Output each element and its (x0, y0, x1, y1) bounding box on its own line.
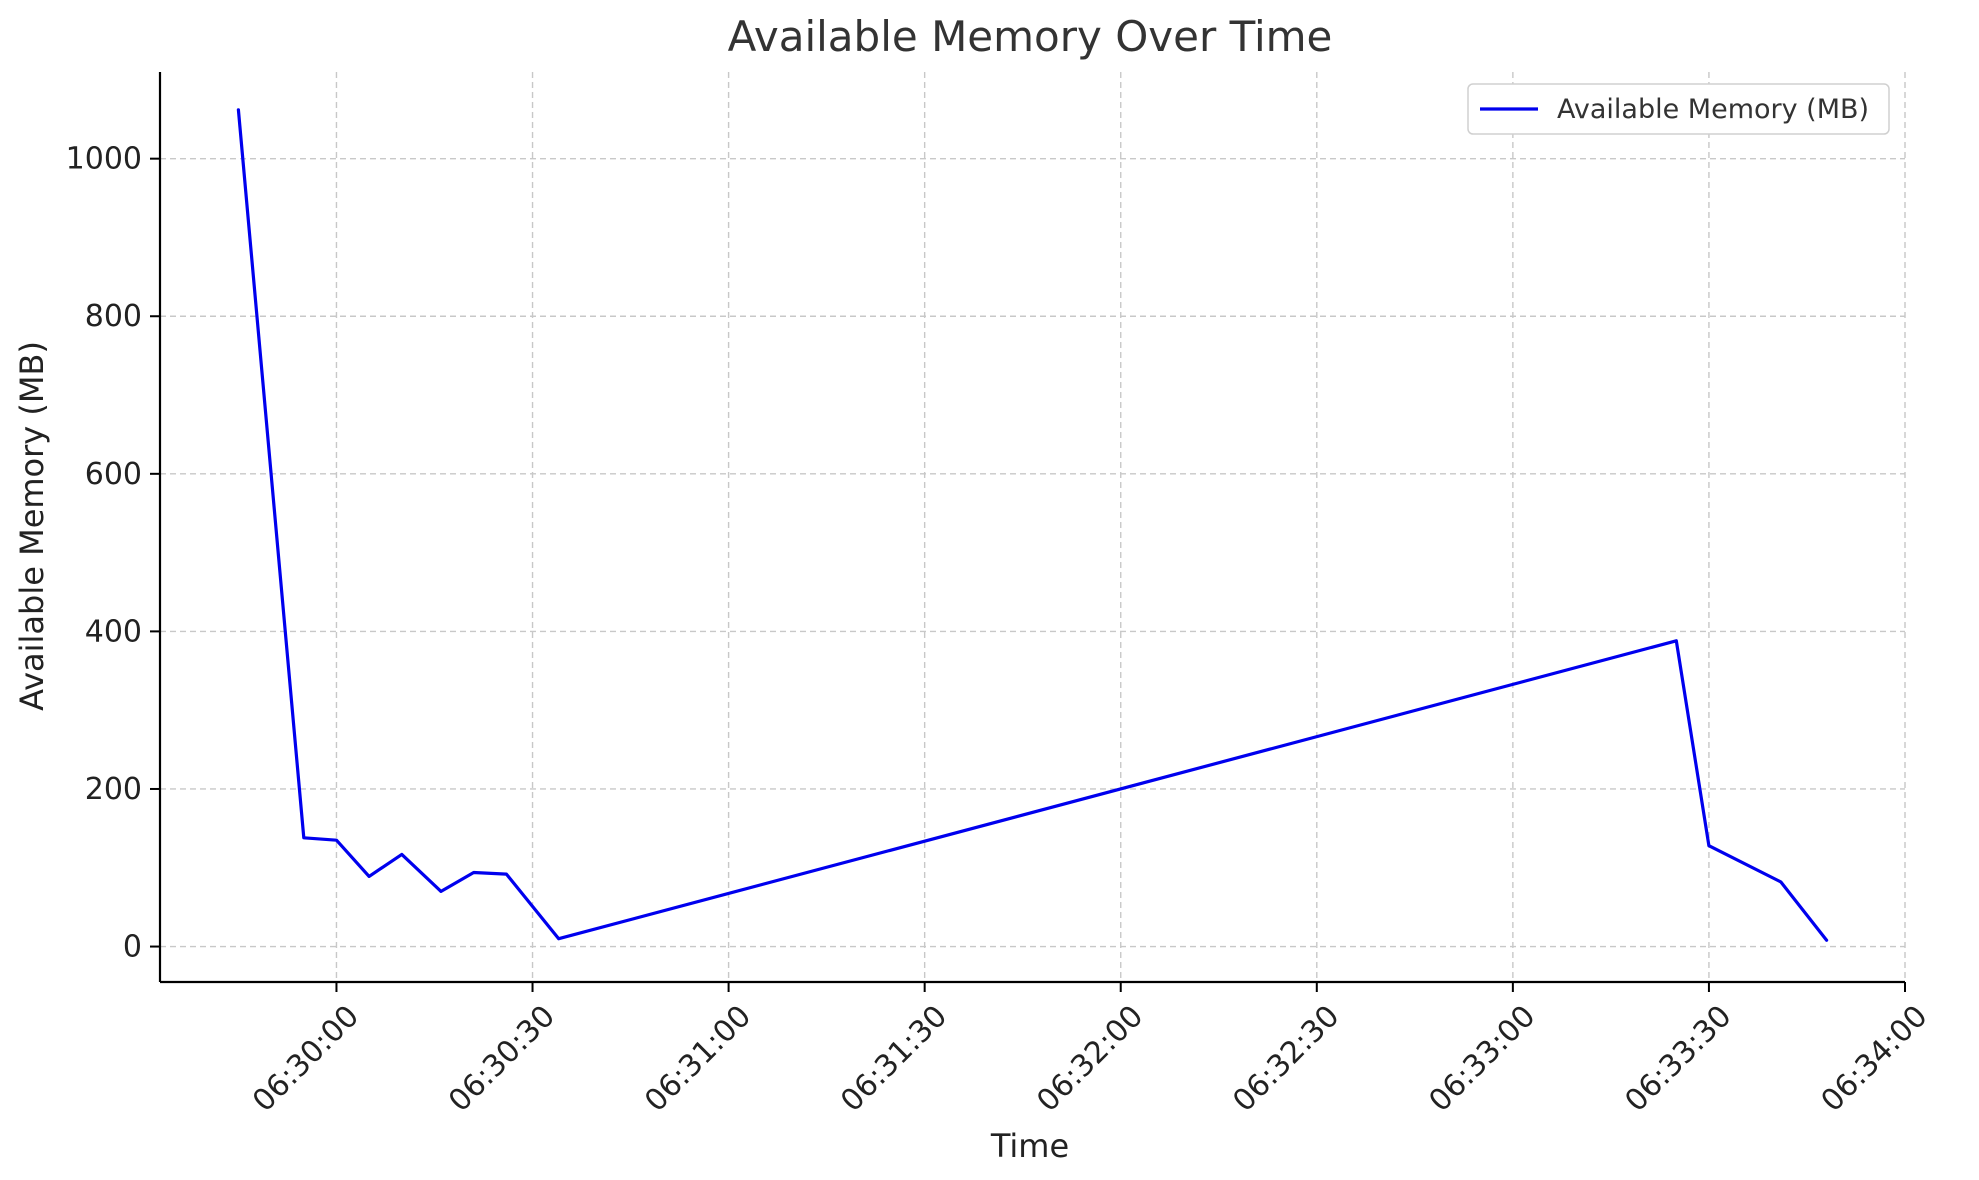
chart-title: Available Memory Over Time (728, 12, 1333, 61)
y-axis-label: Available Memory (MB) (13, 341, 51, 711)
y-tick-label: 1000 (66, 142, 142, 177)
axes-layer (158, 72, 1905, 984)
y-tick-label: 800 (85, 299, 142, 334)
legend: Available Memory (MB) (1467, 83, 1890, 135)
y-tick-label: 200 (85, 772, 142, 807)
y-tick-label: 600 (85, 457, 142, 492)
series-line-available-memory (236, 108, 1829, 942)
y-tick-label: 0 (123, 930, 142, 965)
legend-label: Available Memory (MB) (1557, 94, 1869, 125)
x-axis-label: Time (990, 1127, 1069, 1165)
legend-box (1467, 83, 1890, 135)
series-layer (236, 108, 1829, 942)
grid-layer (160, 72, 1906, 982)
y-tick-label: 400 (85, 614, 142, 649)
